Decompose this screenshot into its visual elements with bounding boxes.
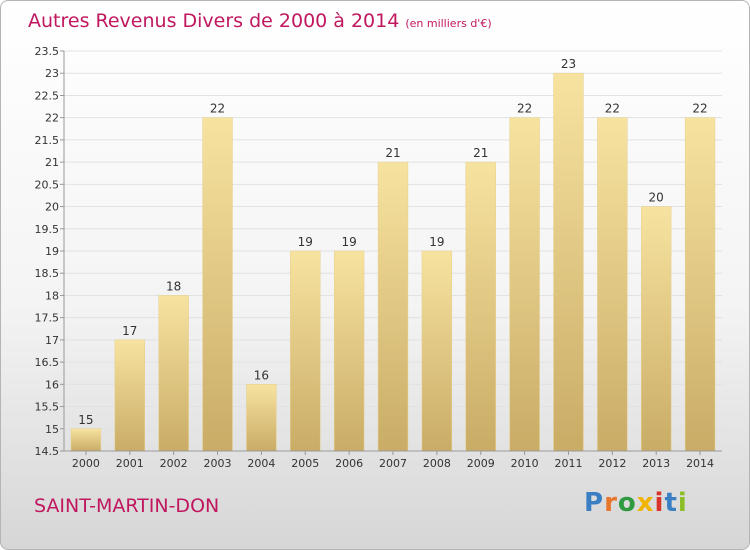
bar-value-label: 23 [561,57,576,71]
x-tick-label: 2007 [379,457,407,470]
y-tick-label: 23 [45,67,59,80]
chart-title: Autres Revenus Divers de 2000 à 2014 (en … [28,10,492,32]
x-tick-label: 2013 [642,457,670,470]
chart-title-main: Autres Revenus Divers de 2000 à 2014 [28,10,400,32]
bar-value-label: 15 [78,413,93,427]
logo-letter: P [584,488,605,518]
bar-value-label: 22 [210,102,225,116]
commune-name: SAINT-MARTIN-DON [34,495,220,517]
x-tick-label: 2012 [598,457,626,470]
y-tick-label: 23.5 [35,45,60,58]
bar [553,72,584,452]
logo-letter: t [664,488,678,518]
x-tick-label: 2006 [335,457,363,470]
y-tick-label: 15.5 [35,401,60,414]
bar [246,384,277,452]
bar [684,117,716,452]
bar-value-label: 21 [473,146,488,160]
bar [290,250,321,452]
x-tick-label: 2009 [467,457,495,470]
bar [333,250,365,452]
labels: 14.5 15 15.5 16 16.5 17 17.5 18 18.5 19 19.5 20 20.5… [35,45,715,470]
bar-value-label: 16 [254,368,269,382]
bar-value-label: 19 [341,235,356,249]
bar-value-label: 19 [298,235,313,249]
bar-value-label: 22 [517,102,532,116]
bar [114,339,145,452]
x-tick-label: 2002 [160,457,188,470]
y-tick-label: 16 [45,378,59,391]
y-tick-label: 18 [45,289,59,302]
proxiti-logo[interactable]: Proxiti [584,488,688,518]
x-tick-label: 2011 [554,457,582,470]
chart-title-unit: (en milliers d'€) [405,17,492,30]
y-tick-label: 19.5 [35,223,60,236]
y-tick-label: 18.5 [35,267,60,280]
bar-value-label: 21 [385,146,400,160]
bar [465,161,496,452]
y-tick-label: 16.5 [35,356,60,369]
logo-letter: o [617,488,637,518]
x-tick-label: 2005 [291,457,319,470]
y-tick-label: 17 [45,334,59,347]
y-tick-label: 21.5 [35,134,60,147]
y-tick-label: 20.5 [35,178,60,191]
bar [597,117,628,452]
bar-value-label: 17 [122,324,137,338]
bar [509,117,540,452]
bars [70,72,716,452]
logo-letter: x [636,488,655,518]
x-tick-label: 2008 [423,457,451,470]
y-tick-label: 22.5 [35,89,60,102]
bar [421,250,453,452]
x-tick-label: 2000 [72,457,100,470]
y-tick-label: 19 [45,245,59,258]
logo-letter: i [677,488,688,518]
bar [70,428,102,452]
x-tick-label: 2010 [511,457,539,470]
y-tick-label: 15 [45,423,59,436]
bar-value-label: 18 [166,279,181,293]
bar [641,206,672,452]
bar-value-label: 20 [649,191,664,205]
bar-value-label: 22 [605,102,620,116]
y-tick-label: 20 [45,201,59,214]
y-tick-label: 21 [45,156,59,169]
y-tick-label: 14.5 [35,445,60,458]
y-tick-label: 22 [45,112,59,125]
bar [377,161,409,452]
axes [60,50,722,455]
x-tick-label: 2004 [247,457,275,470]
bar [202,117,233,452]
bar [158,295,189,452]
x-tick-label: 2014 [686,457,714,470]
x-tick-label: 2003 [204,457,232,470]
logo-letter: i [654,488,665,518]
y-tick-label: 17.5 [35,312,60,325]
logo-letter: r [604,488,618,518]
bar-value-label: 22 [692,102,707,116]
x-tick-label: 2001 [116,457,144,470]
bar-value-label: 19 [429,235,444,249]
